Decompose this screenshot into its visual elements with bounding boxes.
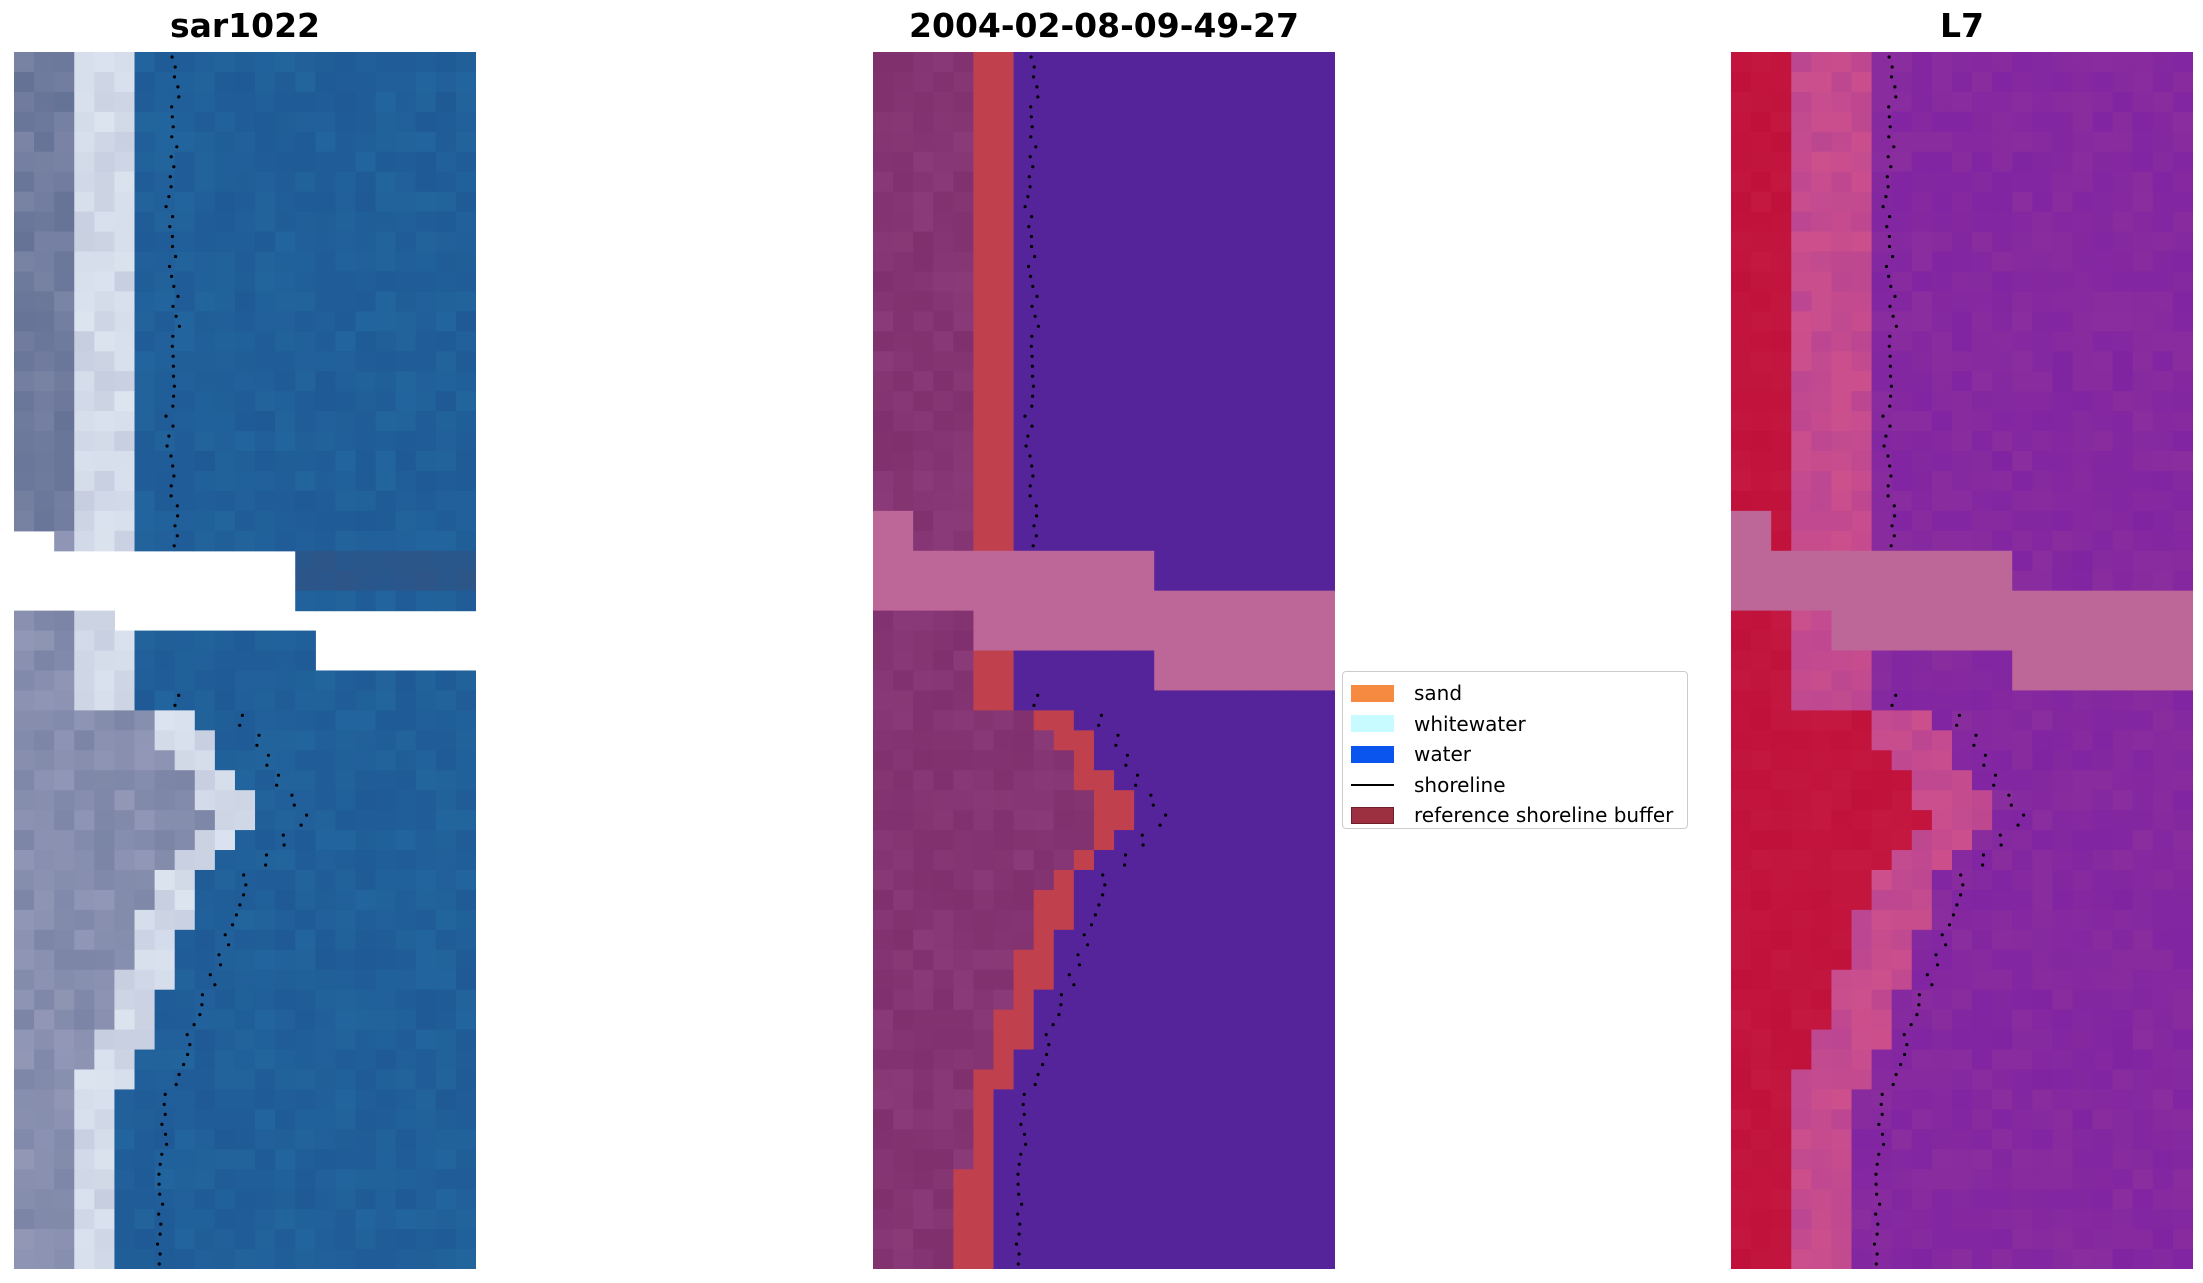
- legend-label: shoreline: [1414, 772, 1506, 797]
- whitewater-swatch: [1351, 715, 1394, 733]
- legend-item-reference-buffer: reference shoreline buffer: [1351, 800, 1679, 831]
- index-panel: [1731, 52, 2193, 1269]
- legend-item-sand: sand: [1351, 678, 1679, 709]
- legend-item-water: water: [1351, 739, 1679, 770]
- water-swatch: [1351, 745, 1394, 763]
- shoreline-line-swatch: [1351, 783, 1394, 786]
- sand-swatch: [1351, 684, 1394, 702]
- legend-label: whitewater: [1414, 711, 1526, 736]
- legend: sand whitewater water shoreline referenc…: [1342, 671, 1688, 829]
- legend-item-shoreline: shoreline: [1351, 770, 1679, 801]
- panel-title-index: L7: [1940, 6, 1984, 45]
- rgb-image: [14, 52, 476, 1269]
- legend-label: reference shoreline buffer: [1414, 803, 1674, 828]
- legend-item-whitewater: whitewater: [1351, 709, 1679, 740]
- rgb-image-panel: [14, 52, 476, 1269]
- index-image: [1731, 52, 2193, 1269]
- panel-title-rgb: sar1022: [169, 6, 321, 45]
- classification-panel: [873, 52, 1335, 1269]
- panel-title-classification: 2004-02-08-09-49-27: [909, 6, 1299, 45]
- classification-image: [873, 52, 1335, 1269]
- buffer-swatch: [1351, 806, 1394, 824]
- legend-label: water: [1414, 742, 1471, 767]
- legend-label: sand: [1414, 681, 1463, 706]
